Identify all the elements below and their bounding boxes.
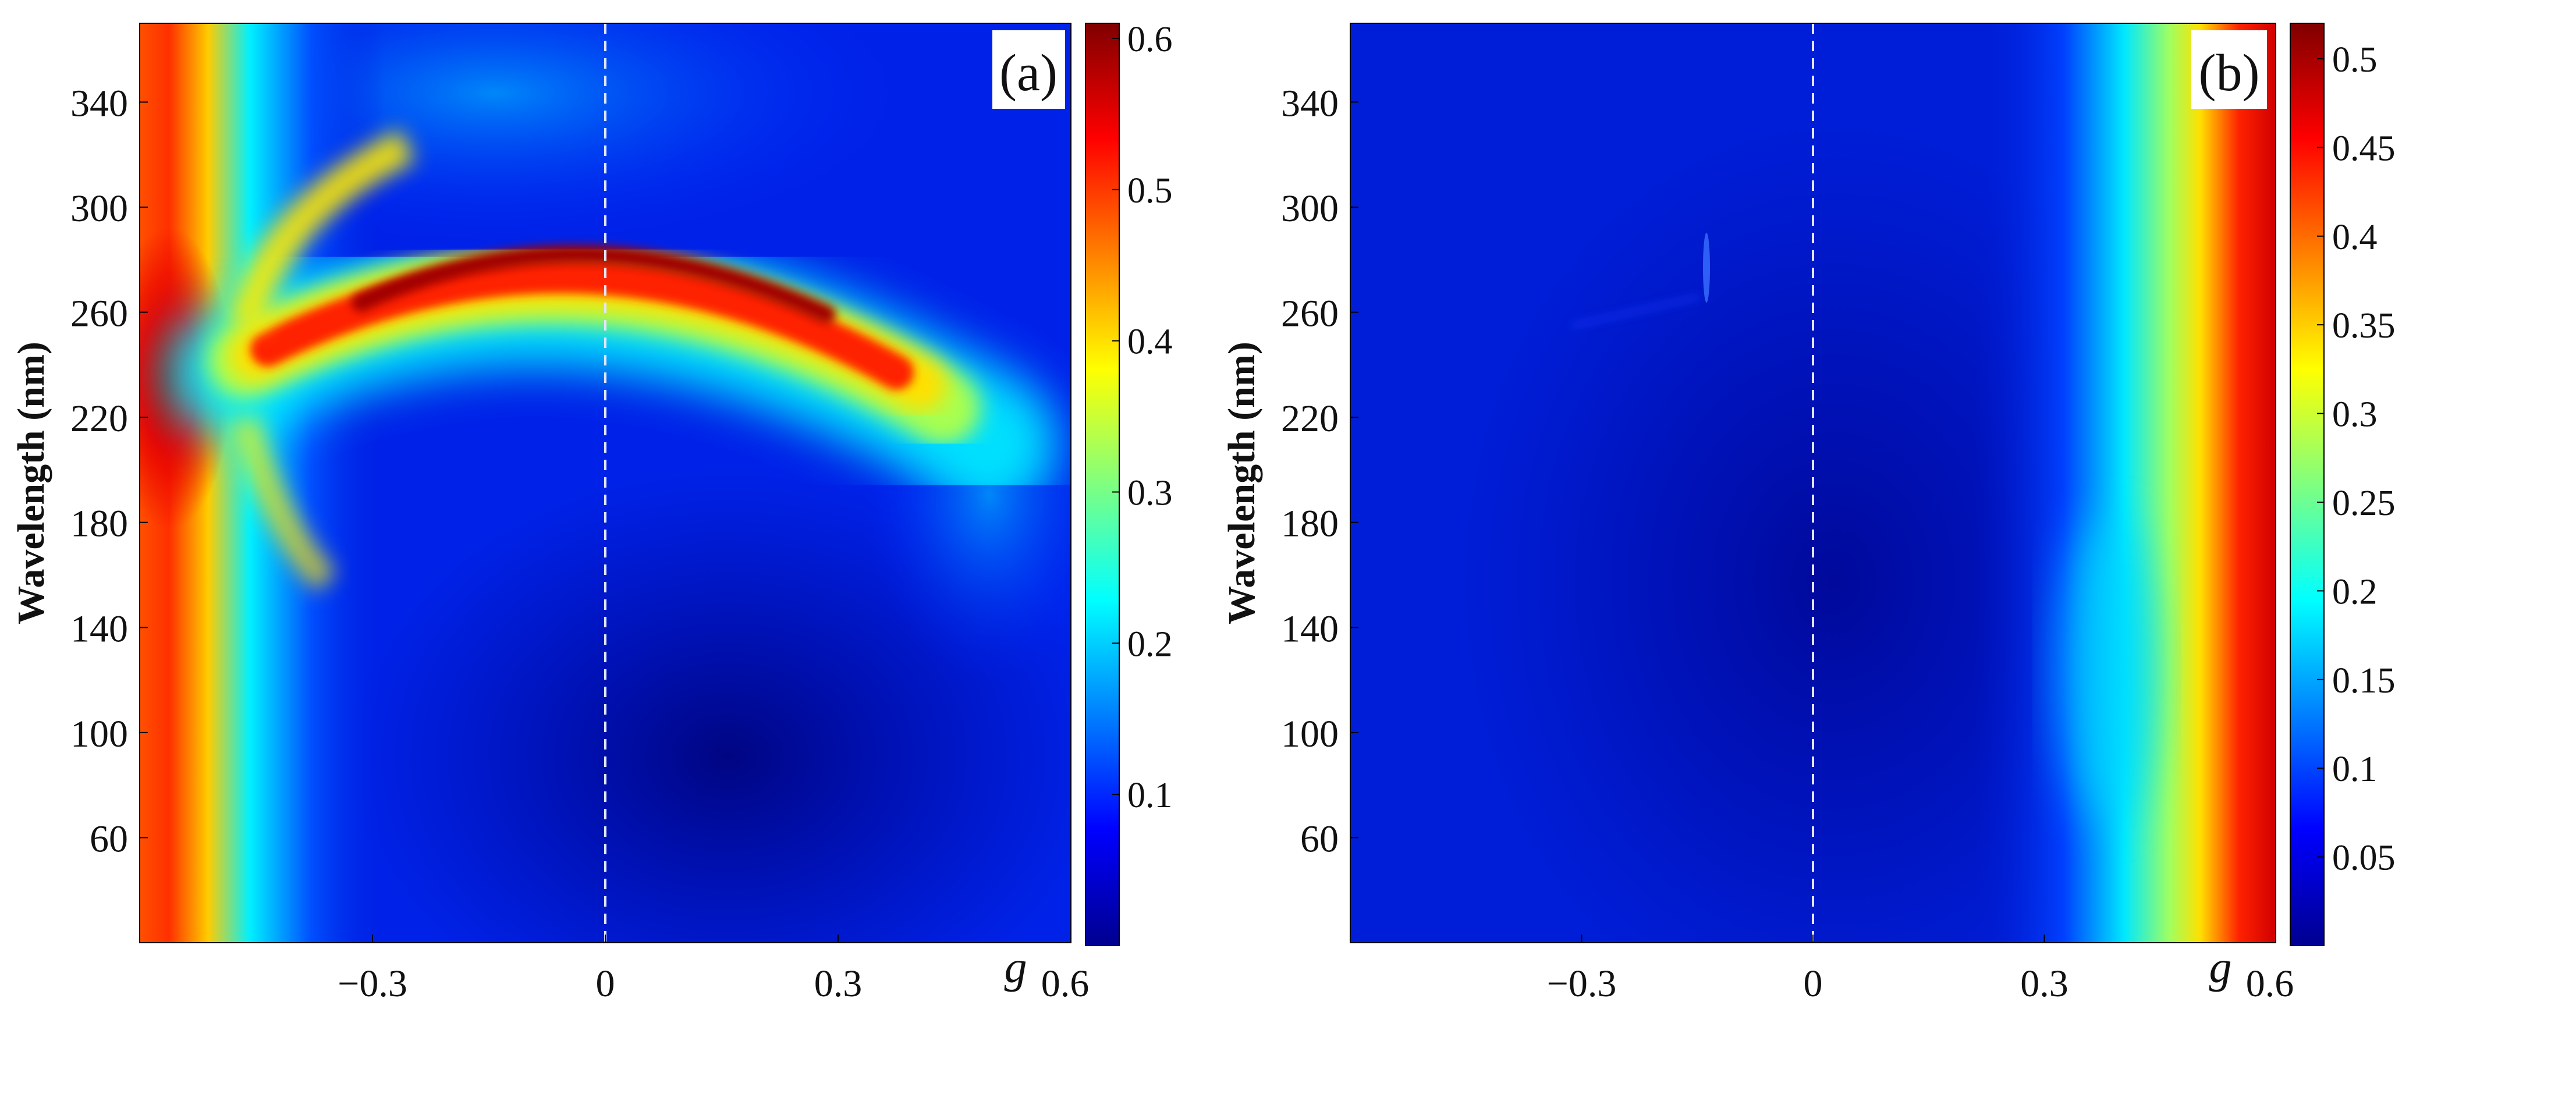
panel-b-colorbar-tick-label: 0.45 [2332,129,2396,168]
panel-b-artifact [1571,295,1700,328]
panel-a-heatmap [140,23,1071,943]
panel-b-ytick-label: 180 [1281,503,1339,545]
panel-a-colorbar-ticks: 0.1 0.2 0.3 0.4 0.5 0.6 [1112,20,1173,815]
panel-a-label: (a) [999,44,1058,102]
panel-b-xlabel: g [2209,942,2232,992]
panel-a-xtick-label: 0 [596,962,615,1005]
panel-a-fork-upper [227,129,415,331]
panel-b-colorbar-tick-label: 0.15 [2332,661,2396,701]
panel-a-ytick-label: 60 [90,818,128,860]
panel-b-colorbar-tick-label: 0.3 [2332,395,2378,435]
panel-b-ytick-label: 340 [1281,82,1339,125]
panel-a-ytick-label: 340 [70,82,128,125]
panel-a-xtick-label: 0.6 [1041,962,1090,1005]
panel-a-colorbar-tick-label: 0.6 [1127,20,1173,59]
panel-b-ytick-label: 260 [1281,293,1339,335]
panel-b: (b) 60 100 140 180 220 260 300 340 −0.3 0 0.3 0.6 g W… [1220,23,2396,1005]
panel-a-colorbar-tick-label: 0.4 [1127,322,1173,362]
panel-b-colorbar-ticks: 0.05 0.1 0.15 0.2 0.25 0.3 0.35 0.4 0.45 0.5 [2317,40,2396,878]
panel-b-colorbar: 0.05 0.1 0.15 0.2 0.25 0.3 0.35 0.4 0.45 0.5 [2290,23,2396,946]
panel-b-colorbar-tick-label: 0.4 [2332,218,2378,257]
panel-b-ytick-label: 60 [1300,818,1339,860]
panel-b-label: (b) [2199,44,2260,102]
panel-b-xtick-label: 0 [1804,962,1823,1005]
panel-b-xtick-label: 0.6 [2246,962,2294,1005]
panel-b-colorbar-tick-label: 0.2 [2332,572,2378,612]
panel-a-colorbar-tick-label: 0.1 [1127,776,1173,815]
panel-a-label-box: (a) [992,30,1065,109]
panel-b-colorbar-tick-label: 0.05 [2332,839,2396,878]
panel-b-colorbar-tick-label: 0.5 [2332,40,2378,80]
panel-a-fork-lower [230,415,337,592]
panel-a-ytick-label: 180 [70,503,128,545]
panel-b-bulge [2060,518,2153,820]
panel-b-colorbar-tick-label: 0.35 [2332,306,2396,346]
panel-a-ylabel: Wavelength (nm) [10,342,52,624]
panel-b-axes: 60 100 140 180 220 260 300 340 −0.3 0 0.3 0.6 g Wavel… [1220,82,2294,1005]
panel-a-arc-core [352,245,836,324]
panel-b-ytick-label: 100 [1281,713,1339,755]
panel-b-label-box: (b) [2191,30,2267,109]
panel-a-colorbar-tick-label: 0.5 [1127,171,1173,211]
panel-b-ytick-label: 220 [1281,397,1339,440]
panel-a-colorbar-tick-label: 0.2 [1127,624,1173,664]
panel-a-xtick-label: 0.3 [814,962,863,1005]
panel-b-artifact-spot [1703,233,1710,303]
panel-b-xtick-label: 0.3 [2020,962,2068,1005]
panel-a-xtick-label: −0.3 [338,962,407,1005]
panel-a-ytick-label: 220 [70,397,128,440]
panel-b-colorbar-gradient [2290,23,2325,946]
panel-a-ytick-label: 100 [70,713,128,755]
panel-b-xtick-label: −0.3 [1547,962,1617,1005]
panel-b-ytick-label: 140 [1281,608,1339,650]
panel-b-ytick-label: 300 [1281,187,1339,230]
panel-a-ytick-label: 300 [70,187,128,230]
panel-a-ytick-label: 140 [70,608,128,650]
panel-b-ylabel: Wavelength (nm) [1220,342,1263,624]
panel-a-colorbar: 0.1 0.2 0.3 0.4 0.5 0.6 [1085,20,1173,946]
panel-a-colorbar-gradient [1085,23,1120,946]
panel-a-ytick-label: 260 [70,293,128,335]
panel-a: (a) 60 100 140 180 220 260 300 340 −0.3 0 0.3 0.6 g W… [10,20,1173,1005]
panel-a-xlabel: g [1005,942,1027,992]
panel-a-colorbar-tick-label: 0.3 [1127,473,1173,513]
panel-b-colorbar-tick-label: 0.1 [2332,750,2378,789]
panel-b-colorbar-tick-label: 0.25 [2332,484,2396,523]
panel-a-axes: 60 100 140 180 220 260 300 340 −0.3 0 0.3 0.6 g Wavel… [10,82,1089,1005]
panel-b-heatmap [1350,23,2276,943]
